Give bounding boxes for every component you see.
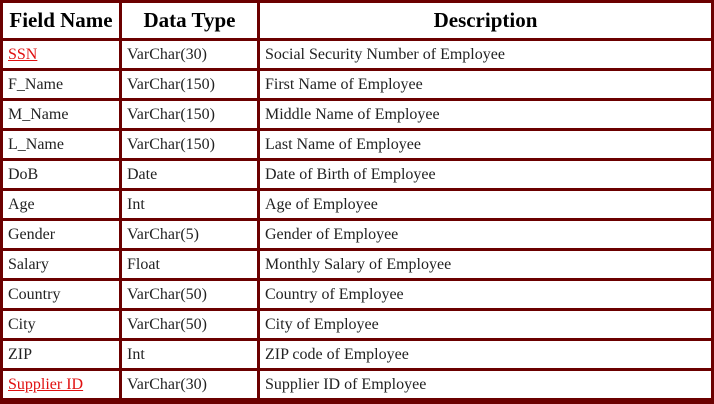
data-type-cell: VarChar(50) xyxy=(122,311,257,338)
table-row: L_Name VarChar(150) Last Name of Employe… xyxy=(3,131,711,158)
description-cell: Gender of Employee xyxy=(260,221,711,248)
data-type-cell: VarChar(50) xyxy=(122,281,257,308)
data-type-cell: VarChar(150) xyxy=(122,71,257,98)
data-type-cell: VarChar(30) xyxy=(122,371,257,398)
field-name-cell: L_Name xyxy=(3,131,119,158)
description-cell: Supplier ID of Employee xyxy=(260,371,711,398)
table-row: DoB Date Date of Birth of Employee xyxy=(3,161,711,188)
data-type-cell: Date xyxy=(122,161,257,188)
table-row: M_Name VarChar(150) Middle Name of Emplo… xyxy=(3,101,711,128)
table-row: SSN VarChar(30) Social Security Number o… xyxy=(3,41,711,68)
header-row: Field Name Data Type Description xyxy=(3,3,711,38)
description-cell: Age of Employee xyxy=(260,191,711,218)
description-cell: City of Employee xyxy=(260,311,711,338)
description-cell: Social Security Number of Employee xyxy=(260,41,711,68)
data-type-cell: VarChar(150) xyxy=(122,101,257,128)
table-row: Age Int Age of Employee xyxy=(3,191,711,218)
table-row: City VarChar(50) City of Employee xyxy=(3,311,711,338)
field-name-cell: M_Name xyxy=(3,101,119,128)
header-description: Description xyxy=(260,3,711,38)
field-name-cell: City xyxy=(3,311,119,338)
field-name-cell: F_Name xyxy=(3,71,119,98)
description-cell: Last Name of Employee xyxy=(260,131,711,158)
data-type-cell: VarChar(30) xyxy=(122,41,257,68)
field-name-cell: Supplier ID xyxy=(3,371,119,398)
table-row: Country VarChar(50) Country of Employee xyxy=(3,281,711,308)
field-name-link[interactable]: Supplier ID xyxy=(8,375,84,393)
header-data-type: Data Type xyxy=(122,3,257,38)
field-name-cell: SSN xyxy=(3,41,119,68)
field-name-cell: Country xyxy=(3,281,119,308)
description-cell: Monthly Salary of Employee xyxy=(260,251,711,278)
data-type-cell: Float xyxy=(122,251,257,278)
field-name-cell: DoB xyxy=(3,161,119,188)
table-row: Gender VarChar(5) Gender of Employee xyxy=(3,221,711,248)
field-name-cell: Gender xyxy=(3,221,119,248)
table-row: Supplier ID VarChar(30) Supplier ID of E… xyxy=(3,371,711,398)
field-name-link[interactable]: SSN xyxy=(8,45,38,63)
description-cell: First Name of Employee xyxy=(260,71,711,98)
table-row: F_Name VarChar(150) First Name of Employ… xyxy=(3,71,711,98)
data-type-cell: VarChar(5) xyxy=(122,221,257,248)
table-body: SSN VarChar(30) Social Security Number o… xyxy=(3,41,711,398)
description-cell: Middle Name of Employee xyxy=(260,101,711,128)
field-name-cell: ZIP xyxy=(3,341,119,368)
header-field-name: Field Name xyxy=(3,3,119,38)
data-type-cell: VarChar(150) xyxy=(122,131,257,158)
data-type-cell: Int xyxy=(122,341,257,368)
field-name-cell: Salary xyxy=(3,251,119,278)
description-cell: ZIP code of Employee xyxy=(260,341,711,368)
data-type-cell: Int xyxy=(122,191,257,218)
field-name-cell: Age xyxy=(3,191,119,218)
description-cell: Date of Birth of Employee xyxy=(260,161,711,188)
table-row: ZIP Int ZIP code of Employee xyxy=(3,341,711,368)
description-cell: Country of Employee xyxy=(260,281,711,308)
table-row: Salary Float Monthly Salary of Employee xyxy=(3,251,711,278)
